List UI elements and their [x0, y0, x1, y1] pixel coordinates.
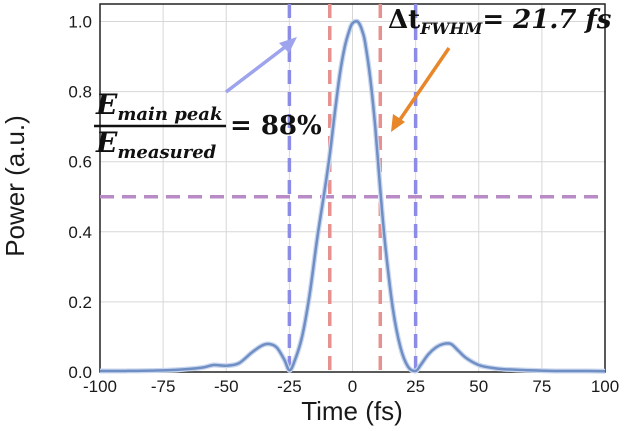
x-tick-label: -75 [151, 377, 176, 396]
ratio-arrow-head [279, 37, 297, 53]
x-tick-label: 100 [591, 377, 619, 396]
x-tick-label: 75 [532, 377, 551, 396]
x-tick-label: 25 [406, 377, 425, 396]
plot-frame [99, 3, 606, 373]
annotation-arrows [224, 37, 451, 132]
x-tick-label: -50 [214, 377, 239, 396]
fwhm-annotation: ΔtFWHM= 21.7 fs [388, 5, 612, 38]
ratio-numerator: Emain peak [95, 88, 222, 125]
y-tick-label: 0.4 [68, 223, 92, 242]
series-group [99, 18, 606, 374]
ratio-value: = 88% [230, 111, 322, 141]
x-tick-label: -25 [277, 377, 302, 396]
x-tick-label: 0 [348, 377, 357, 396]
fwhm-arrow-head [391, 114, 405, 132]
y-tick-label: 0.0 [68, 363, 92, 382]
x-axis-label: Time (fs) [301, 396, 403, 426]
ratio-denominator: Emeasured [95, 126, 217, 163]
x-tick-label: 50 [469, 377, 488, 396]
y-tick-label: 0.8 [68, 83, 92, 102]
energy-ratio-annotation: Emain peak Emeasured = 88% [94, 88, 322, 163]
y-tick-label: 0.6 [68, 153, 92, 172]
x-tick-labels: -100 -75 -50 -25 0 25 50 75 100 [83, 377, 619, 396]
fwhm-label: ΔtFWHM= 21.7 fs [388, 5, 612, 38]
fwhm-arrow [395, 47, 451, 125]
series-line [99, 19, 606, 373]
y-tick-label: 1.0 [68, 13, 92, 32]
x-tick-label: -100 [83, 377, 117, 396]
y-tick-label: 0.2 [68, 293, 92, 312]
y-axis-label: Power (a.u.) [0, 115, 30, 257]
y-tick-labels: 0.0 0.2 0.4 0.6 0.8 1.0 [68, 13, 92, 382]
ratio-arrow [224, 42, 291, 94]
